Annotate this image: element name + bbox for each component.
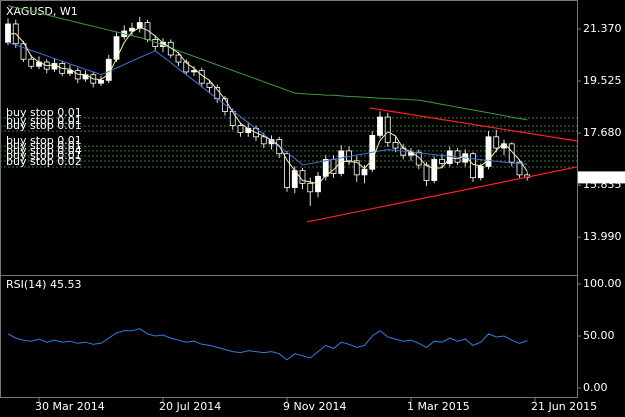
y-tick-label: 100.00 [583, 277, 622, 290]
line-series [7, 5, 528, 121]
line-series [8, 26, 528, 185]
candle-body [508, 143, 515, 163]
candle-body [338, 150, 345, 174]
y-tick-label: 0.00 [583, 381, 608, 394]
rsi-title: RSI(14) 45.53 [6, 278, 81, 291]
order-label: buy stop 0.01 [6, 134, 82, 147]
trendline [369, 107, 578, 142]
line-series [7, 328, 528, 361]
y-tick-label: 50.00 [583, 329, 615, 342]
y-tick-label: 21.370 [583, 22, 622, 35]
candle-body [260, 136, 267, 145]
order-label: buy stop 0.01 [6, 119, 82, 132]
chart-title: XAGUSD, W1 [6, 5, 78, 18]
x-tick-label: 21 Jun 2015 [531, 400, 597, 413]
candle-body [237, 125, 244, 133]
candle-body [51, 63, 58, 70]
candle-body [361, 168, 368, 176]
order-label: buy stop 0.01 [6, 114, 82, 127]
candle-body [136, 22, 143, 29]
candle-body [307, 182, 314, 193]
frame [0, 0, 578, 398]
candle-body [485, 136, 492, 167]
candle-body [67, 70, 73, 74]
y-tick-label: 19.525 [583, 74, 622, 87]
candle-body [384, 116, 391, 143]
candle-body [322, 158, 329, 177]
candle-body [431, 158, 438, 181]
x-tick-label: 9 Nov 2014 [283, 400, 346, 413]
candle-body [516, 161, 523, 176]
candle-body [470, 153, 476, 179]
candle-body [284, 153, 290, 188]
order-label: buy stop 0.02 [6, 155, 82, 168]
order-label: buy stop 0.04 [6, 144, 82, 157]
candle-body [439, 158, 445, 164]
candle-body [20, 43, 27, 60]
candle-body [229, 111, 236, 126]
line-series [7, 41, 528, 166]
candle-body [353, 160, 360, 176]
x-tick-label: 20 Jul 2014 [159, 400, 221, 413]
candle-body [477, 166, 484, 179]
x-tick-label: 1 Mar 2015 [407, 400, 470, 413]
x-tick-label: 30 Mar 2014 [35, 400, 105, 413]
candle-body [129, 27, 135, 32]
candle-body [206, 82, 213, 88]
candle-body [446, 150, 453, 164]
candle-body [28, 58, 35, 67]
current-price-box [578, 171, 625, 184]
candle-body [392, 142, 399, 149]
order-label: buy stop 0.01 [6, 106, 82, 119]
y-tick-label: 13.990 [583, 230, 622, 243]
order-label: buy stop 0.01 [6, 139, 82, 152]
trendline [306, 166, 578, 223]
candle-body [5, 23, 11, 43]
current-price-label: 16.110 [583, 170, 622, 183]
candle-body [377, 116, 383, 136]
candle-body [415, 151, 422, 166]
order-label: buy stop 0.01 [6, 149, 82, 162]
candle-body [191, 70, 197, 73]
candle-body [98, 79, 104, 84]
candle-body [175, 54, 182, 63]
candle-body [423, 164, 430, 181]
candle-body [493, 136, 500, 149]
candle-body [299, 170, 306, 184]
y-tick-label: 17.680 [583, 126, 622, 139]
